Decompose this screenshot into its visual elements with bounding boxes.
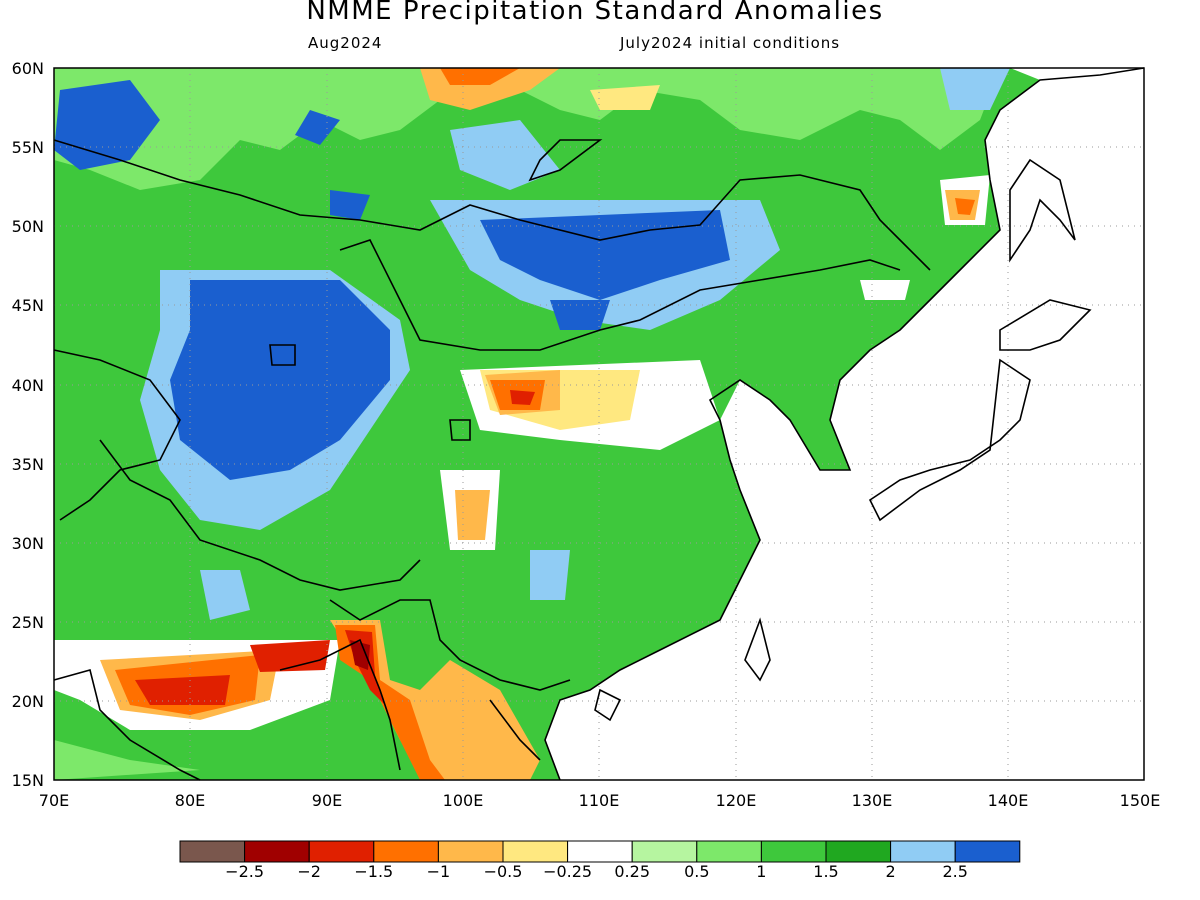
lat-label: 30N — [12, 534, 44, 553]
colorbar-tick-label: 1 — [756, 862, 767, 881]
colorbar-swatch — [179, 840, 246, 863]
lon-label: 80E — [175, 791, 205, 810]
colorbar-tick-label: −2.5 — [225, 862, 265, 881]
colorbar-tick-label: 2.5 — [942, 862, 968, 881]
colorbar-swatch — [760, 840, 827, 863]
colorbar-tick-label: 1.5 — [813, 862, 839, 881]
lat-label: 60N — [12, 59, 44, 78]
colorbar — [179, 840, 1021, 863]
anomaly-field — [54, 68, 1040, 780]
colorbar-swatch — [437, 840, 504, 863]
lat-label: 35N — [12, 455, 44, 474]
colorbar-swatch — [825, 840, 892, 863]
colorbar-tick-label: −0.5 — [483, 862, 523, 881]
lon-label: 130E — [852, 791, 893, 810]
colorbar-swatch — [954, 840, 1021, 863]
lat-label: 55N — [12, 138, 44, 157]
colorbar-tick-label: 2 — [885, 862, 896, 881]
colorbar-tick-label: −2 — [297, 862, 321, 881]
forecast-month: Aug2024 — [308, 34, 383, 52]
colorbar-swatch — [631, 840, 698, 863]
lon-label: 90E — [312, 791, 342, 810]
colorbar-swatch — [308, 840, 375, 863]
colorbar-swatch — [502, 840, 569, 863]
colorbar-swatch — [244, 840, 310, 863]
colorbar-tick-label: 0.25 — [614, 862, 650, 881]
colorbar-tick-label: −1.5 — [354, 862, 394, 881]
lat-label: 25N — [12, 613, 44, 632]
lon-label: 140E — [988, 791, 1029, 810]
lon-label: 110E — [579, 791, 620, 810]
map-border — [53, 67, 1145, 781]
map-title: NMME Precipitation Standard Anomalies — [306, 0, 884, 26]
colorbar-swatch — [373, 840, 439, 863]
coastlines-and-borders — [53, 67, 1145, 781]
lon-label: 100E — [443, 791, 484, 810]
lon-label: 150E — [1120, 791, 1161, 810]
colorbar-tick-label: −1 — [426, 862, 451, 881]
lon-label: 70E — [39, 791, 69, 810]
lat-label: 20N — [12, 692, 44, 711]
longitude-labels: 70E 80E 90E 100E 110E 120E 130E 140E 150… — [39, 791, 1161, 810]
lat-label: 50N — [12, 217, 44, 236]
lat-label: 45N — [12, 296, 44, 315]
colorbar-swatch — [696, 840, 762, 863]
lat-label: 40N — [12, 376, 44, 395]
latitude-labels: 60N 55N 50N 45N 40N 35N 30N 25N 20N 15N — [12, 59, 44, 790]
colorbar-swatch — [890, 840, 956, 863]
initial-conditions: July2024 initial conditions — [620, 34, 841, 52]
colorbar-tick-label: −0.25 — [543, 862, 593, 881]
colorbar-swatch — [567, 840, 633, 863]
lon-label: 120E — [716, 791, 757, 810]
lat-label: 15N — [12, 771, 44, 790]
colorbar-tick-label: 0.5 — [684, 862, 710, 881]
